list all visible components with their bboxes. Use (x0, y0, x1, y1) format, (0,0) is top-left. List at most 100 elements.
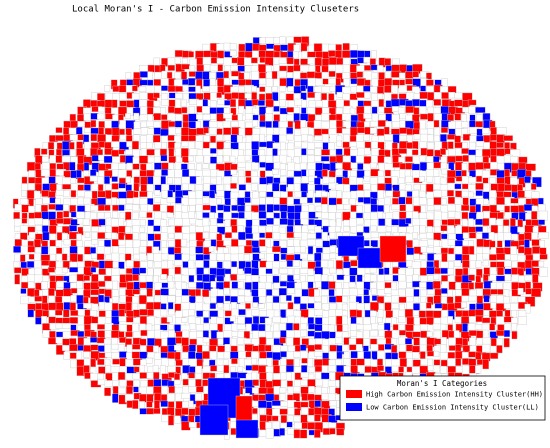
parcel (160, 176, 167, 185)
parcel (125, 301, 132, 312)
parcel (476, 175, 483, 183)
parcel (195, 155, 204, 163)
parcel (252, 114, 259, 121)
parcel (391, 128, 401, 135)
parcel (342, 43, 350, 51)
parcel (97, 184, 104, 192)
parcel (306, 233, 317, 239)
parcel (188, 183, 195, 191)
parcel (63, 309, 70, 318)
parcel (202, 163, 209, 170)
parcel (202, 114, 211, 121)
parcel (292, 386, 301, 393)
parcel (328, 365, 336, 372)
parcel (138, 155, 149, 164)
parcel (161, 93, 169, 101)
parcel (504, 169, 510, 178)
parcel (405, 71, 414, 79)
parcel (69, 204, 77, 213)
parcel (489, 177, 496, 184)
parcel (27, 288, 36, 297)
parcel (153, 156, 161, 164)
parcel (293, 44, 301, 53)
parcel (314, 135, 324, 141)
parcel (294, 225, 302, 234)
parcel (538, 232, 549, 239)
parcel (131, 85, 138, 92)
parcel (209, 351, 217, 360)
parcel (315, 232, 322, 240)
parcel (279, 92, 286, 101)
parcel (238, 79, 247, 86)
parcel (539, 267, 548, 277)
parcel (259, 161, 266, 168)
parcel (328, 204, 337, 213)
parcel (112, 280, 119, 290)
parcel (41, 211, 49, 220)
parcel (405, 197, 413, 206)
parcel (236, 218, 248, 227)
parcel (55, 336, 64, 344)
parcel (321, 191, 329, 198)
parcel (69, 267, 79, 273)
parcel (271, 70, 278, 80)
parcel (265, 112, 274, 123)
parcel (250, 57, 258, 64)
parcel (321, 387, 328, 395)
parcel (194, 289, 201, 297)
parcel (279, 36, 286, 45)
parcel (279, 337, 286, 344)
parcel (175, 92, 183, 99)
parcel (125, 113, 131, 119)
parcel (13, 211, 21, 220)
parcel (454, 99, 463, 107)
parcel (524, 247, 532, 256)
parcel (145, 357, 153, 364)
parcel (476, 359, 484, 365)
parcel (104, 84, 111, 92)
parcel (286, 77, 294, 88)
parcel (83, 282, 91, 291)
parcel (252, 302, 259, 308)
parcel (83, 197, 91, 205)
parcel (307, 245, 314, 255)
parcel (181, 71, 188, 80)
parcel (70, 288, 78, 294)
parcel (411, 163, 420, 171)
parcel (209, 64, 219, 72)
parcel (181, 106, 188, 114)
parcel (286, 351, 295, 360)
parcel (300, 372, 309, 378)
legend: Moran's I Categories High Carbon Emissio… (339, 375, 546, 421)
parcel (188, 400, 194, 408)
parcel (293, 274, 300, 280)
parcel (77, 330, 85, 338)
parcel (503, 135, 514, 142)
parcel (447, 204, 457, 212)
parcel (454, 218, 461, 225)
parcel (82, 225, 92, 232)
parcel (391, 64, 401, 72)
parcel (420, 85, 426, 92)
parcel (154, 317, 161, 326)
parcel (447, 268, 455, 275)
parcel (287, 120, 294, 128)
parcel (265, 65, 272, 73)
parcel (448, 91, 456, 99)
parcel (433, 156, 440, 163)
parcel (243, 71, 250, 80)
parcel (168, 126, 177, 136)
parcel (89, 169, 97, 176)
parcel (117, 344, 125, 353)
parcel (369, 330, 379, 337)
parcel (153, 301, 162, 310)
parcel (235, 395, 253, 423)
parcel (419, 351, 426, 360)
parcel (174, 379, 181, 386)
parcel (307, 85, 314, 94)
parcel (398, 280, 407, 290)
parcel (538, 261, 545, 267)
parcel (454, 196, 462, 205)
parcel (70, 359, 78, 369)
parcel (160, 274, 167, 280)
